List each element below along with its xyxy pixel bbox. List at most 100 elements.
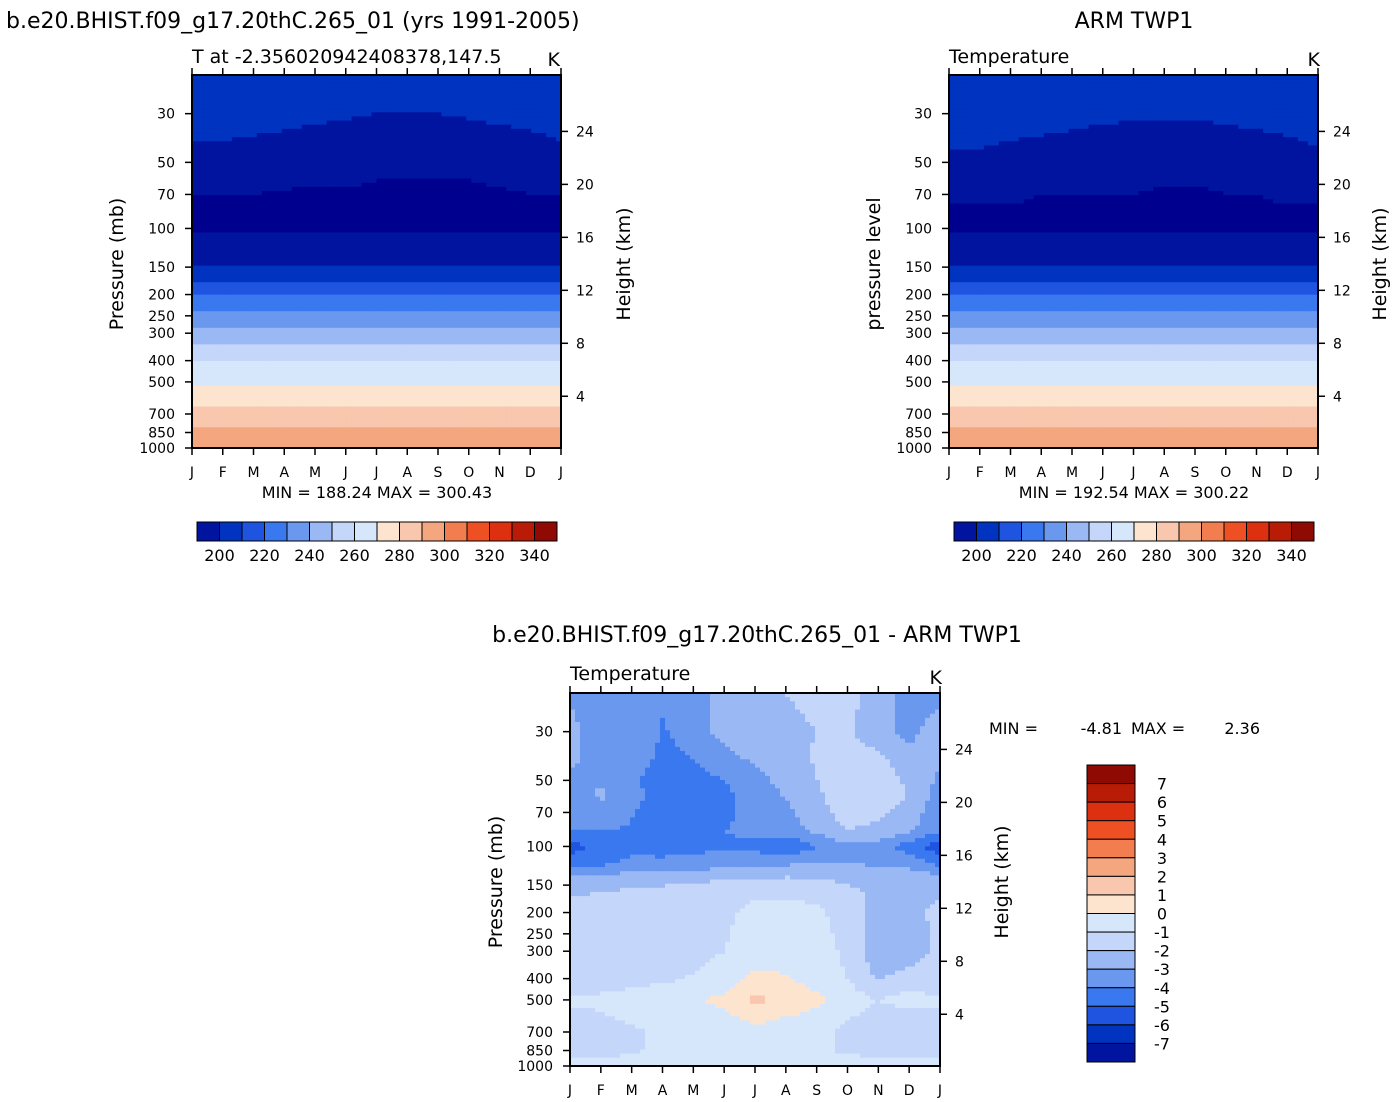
contour-cell <box>286 83 293 89</box>
contour-cell <box>466 145 472 151</box>
contour-cell <box>441 186 447 192</box>
contour-cell <box>406 170 413 176</box>
contour-cell <box>491 133 497 138</box>
contour-cell <box>441 91 447 97</box>
contour-cell <box>286 228 293 234</box>
contour-cell <box>441 108 447 113</box>
contour-cell <box>226 108 233 113</box>
contour-cell <box>211 133 218 138</box>
contour-cell <box>531 265 537 271</box>
contour-cell <box>356 91 363 97</box>
contour-cell <box>276 294 283 300</box>
contour-cell <box>296 182 303 188</box>
contour-cell <box>341 133 348 138</box>
contour-cell <box>541 133 547 138</box>
contour-cell <box>496 128 502 134</box>
contour-cell <box>296 220 303 225</box>
contour-cell <box>351 145 358 151</box>
contour-cell <box>496 207 502 213</box>
contour-cell <box>326 83 333 89</box>
contour-cell <box>196 236 203 242</box>
contour-cell <box>536 240 542 246</box>
contour-cell <box>526 286 532 292</box>
contour-cell <box>196 112 203 118</box>
contour-cell <box>211 302 218 308</box>
contour-cell <box>466 166 472 171</box>
panel-model-title: b.e20.BHIST.f09_g17.20thC.265_01 (yrs 19… <box>6 9 580 34</box>
contour-cell <box>226 315 233 321</box>
contour-cell <box>241 186 248 192</box>
contour-cell <box>371 228 378 234</box>
contour-cell <box>301 236 308 242</box>
contour-cell <box>416 220 422 225</box>
contour-cell <box>192 116 198 122</box>
contour-cell <box>346 232 353 238</box>
contour-cell <box>391 178 398 184</box>
contour-cell <box>192 261 198 267</box>
contour-cell <box>451 302 457 308</box>
contour-cell <box>241 327 248 333</box>
contour-cell <box>286 203 293 209</box>
contour-cell <box>381 215 388 221</box>
contour-cell <box>246 261 253 267</box>
contour-cell <box>316 273 323 279</box>
contour-cell <box>366 224 373 229</box>
contour-cell <box>481 215 487 221</box>
contour-cell <box>546 290 552 296</box>
contour-cell <box>351 236 358 242</box>
contour-cell <box>366 298 373 304</box>
contour-cell <box>486 273 492 279</box>
contour-cell <box>346 191 353 196</box>
contour-cell <box>466 319 472 325</box>
contour-cell <box>456 224 462 229</box>
contour-cell <box>521 340 527 345</box>
contour-cell <box>416 282 422 287</box>
contour-cell <box>421 282 427 287</box>
contour-cell <box>401 261 408 267</box>
contour-cell <box>501 302 507 308</box>
contour-cell <box>341 344 348 350</box>
contour-cell <box>456 327 462 333</box>
contour-cell <box>491 116 497 122</box>
contour-cell <box>211 290 218 296</box>
contour-cell <box>221 174 228 180</box>
contour-cell <box>551 240 557 246</box>
contour-cell <box>361 344 368 350</box>
contour-cell <box>431 298 437 304</box>
contour-cell <box>381 265 388 271</box>
contour-cell <box>271 203 278 209</box>
contour-cell <box>506 174 512 180</box>
contour-cell <box>346 91 353 97</box>
contour-cell <box>311 137 318 142</box>
contour-cell <box>331 352 338 358</box>
contour-cell <box>346 228 353 234</box>
contour-cell <box>421 207 427 213</box>
contour-cell <box>456 149 462 155</box>
contour-cell <box>466 265 472 271</box>
contour-cell <box>496 344 502 350</box>
contour-cell <box>381 331 388 337</box>
contour-cell <box>231 149 238 155</box>
contour-cell <box>371 207 378 213</box>
contour-cell <box>436 108 442 113</box>
contour-cell <box>411 186 417 192</box>
contour-cell <box>246 112 253 118</box>
contour-cell <box>516 153 522 159</box>
contour-cell <box>511 195 517 200</box>
contour-cell <box>491 174 497 180</box>
contour-cell <box>401 124 408 130</box>
contour-cell <box>486 336 492 341</box>
contour-cell <box>286 145 293 151</box>
contour-cell <box>536 87 542 93</box>
contour-cell <box>521 199 527 205</box>
contour-cell <box>371 191 378 196</box>
contour-cell <box>256 327 263 333</box>
contour-cell <box>261 203 268 209</box>
contour-cell <box>446 166 452 171</box>
contour-cell <box>276 95 283 101</box>
contour-cell <box>506 166 512 171</box>
contour-cell <box>261 149 268 155</box>
contour-cell <box>421 145 427 151</box>
contour-cell <box>256 340 263 345</box>
contour-cell <box>466 336 472 341</box>
